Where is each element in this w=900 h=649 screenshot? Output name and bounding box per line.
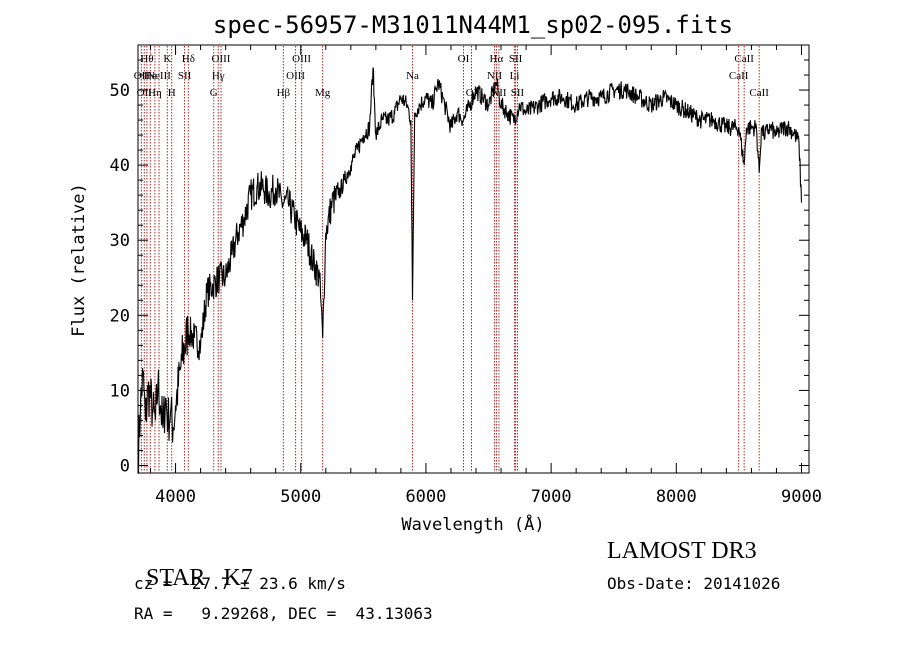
subclass-label: K7 [223, 565, 253, 591]
marker-label: K [163, 53, 171, 65]
x-tick-label: 5000 [280, 487, 321, 507]
marker-label: SII [511, 87, 525, 99]
redshift-label: cz = -27.7 ± 23.6 km/s [134, 574, 346, 593]
marker-label: OIII [292, 53, 311, 65]
marker-label: Hθ [140, 53, 153, 65]
y-tick-label: 50 [110, 81, 130, 101]
plot-frame [137, 44, 810, 474]
marker-label: Hα [490, 53, 504, 65]
y-tick-label: 0 [120, 456, 130, 476]
spectral-class: STAR K7 [134, 538, 253, 592]
marker-label: CaII [749, 87, 769, 99]
chart-title: spec-56957-M31011N44M1_sp02-095.fits [213, 11, 733, 39]
axes: 4000 5000 6000 7000 8000 9000 0 10 20 30 40 50 [110, 45, 822, 507]
marker-label: NII [487, 70, 503, 82]
marker-label: Hη [148, 87, 162, 99]
marker-label: CaII [729, 70, 749, 82]
marker-label: G [210, 87, 218, 99]
emission-line-markers [140, 46, 760, 472]
x-tick-label: 6000 [405, 487, 446, 507]
marker-label: CaII [734, 53, 754, 65]
obs-date-label: Obs-Date: 20141026 [607, 574, 781, 593]
coordinates-label: RA = 9.29268, DEC = 43.13063 [134, 604, 433, 623]
x-tick-label: 4000 [155, 487, 196, 507]
marker-label: OI [458, 53, 470, 65]
y-axis-label: Flux (relative) [69, 183, 89, 337]
x-tick-label: 9000 [781, 487, 822, 507]
x-axis-label: Wavelength (Å) [401, 513, 544, 535]
marker-label: He [144, 70, 157, 82]
y-tick-label: 40 [110, 156, 130, 176]
marker-label: Na [406, 70, 419, 82]
marker-label: Mg [315, 87, 331, 99]
x-tick-label: 7000 [531, 487, 572, 507]
class-label: STAR [146, 565, 206, 591]
marker-label: OIII [286, 70, 305, 82]
marker-label: NeIII [147, 70, 171, 82]
marker-label: Hδ [182, 53, 195, 65]
y-tick-label: 30 [110, 231, 130, 251]
marker-label: Li [510, 70, 520, 82]
marker-label: SII [178, 70, 192, 82]
marker-label: Hβ [277, 87, 291, 99]
x-tick-label: 8000 [656, 487, 697, 507]
y-tick-label: 20 [110, 306, 130, 326]
survey-label: LAMOST DR3 [607, 538, 757, 564]
marker-label: OI [466, 87, 478, 99]
spectrum-line [137, 67, 803, 474]
marker-label: OIII [212, 53, 231, 65]
marker-label: SII [509, 53, 523, 65]
y-tick-label: 10 [110, 381, 130, 401]
emission-line-labels: OIIOIIHθHeHηNeIIIKHSIIHδGHγOIIIHβOIIIOII… [134, 53, 770, 99]
marker-label: Hγ [212, 70, 225, 82]
marker-label: H [168, 87, 176, 99]
